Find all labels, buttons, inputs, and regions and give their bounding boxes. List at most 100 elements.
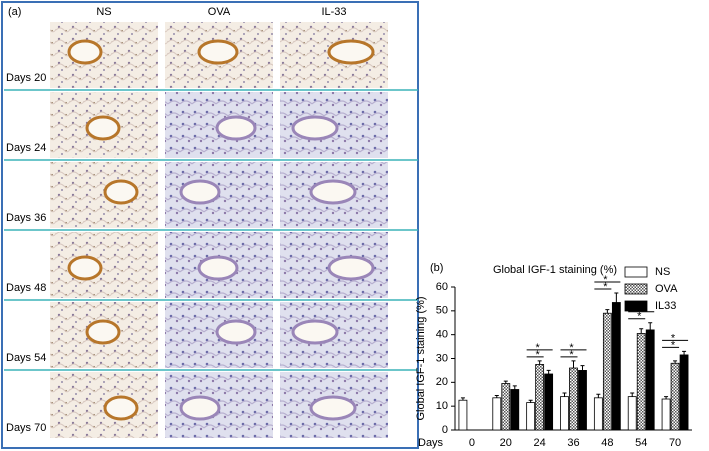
y-tick-label: 40: [436, 329, 448, 341]
y-tick-label: 10: [436, 400, 448, 412]
micrograph: [50, 22, 158, 88]
row-label: Days 48: [6, 282, 46, 294]
airway: [215, 319, 257, 345]
error-bar: [562, 392, 567, 397]
airway: [179, 395, 221, 421]
airway: [291, 319, 339, 345]
bar: [535, 364, 545, 431]
x-tick-label: 20: [500, 437, 512, 449]
bar: [501, 383, 511, 431]
bar: [569, 367, 578, 431]
error-bar: [571, 360, 576, 369]
bar: [670, 362, 680, 431]
significance-star: *: [671, 332, 676, 344]
significance-star: *: [671, 339, 676, 351]
legend-label: OVA: [655, 283, 678, 295]
micrograph: [50, 232, 158, 298]
error-bar: [512, 385, 517, 390]
airway: [85, 319, 121, 345]
significance-star: *: [569, 349, 574, 361]
x-tick-label: 24: [534, 437, 546, 449]
bar: [645, 329, 655, 431]
bar: [593, 397, 603, 431]
significance-star: *: [536, 342, 541, 354]
error-bar: [664, 396, 669, 400]
y-tick-label: 30: [436, 352, 448, 364]
error-bar: [494, 394, 499, 398]
airway: [103, 395, 139, 421]
x-tick-label: 70: [669, 437, 681, 449]
airway: [67, 255, 103, 281]
x-tick-label: 48: [601, 437, 613, 449]
error-bar: [546, 369, 551, 374]
airway: [327, 39, 375, 65]
significance-star: *: [603, 281, 608, 293]
x-tick-label: 54: [635, 437, 647, 449]
bar: [510, 389, 520, 431]
panel-a-label: (a): [8, 6, 21, 18]
legend-swatch: [624, 300, 648, 312]
airway: [103, 179, 139, 205]
significance-star: *: [536, 349, 541, 361]
legend-swatch: [624, 266, 648, 278]
airway: [197, 255, 239, 281]
bar: [661, 398, 671, 431]
bar: [578, 370, 587, 431]
bar: [492, 397, 502, 431]
bar: [611, 302, 621, 431]
bar: [458, 399, 468, 431]
y-tick-label: 50: [436, 305, 448, 317]
column-header: OVA: [208, 6, 231, 18]
y-tick-label: 20: [436, 376, 448, 388]
y-tick-label: 60: [436, 281, 448, 293]
airway: [85, 115, 121, 141]
error-bar: [580, 365, 585, 371]
error-bar: [639, 328, 644, 334]
significance-star: *: [603, 274, 608, 286]
error-bar: [682, 350, 687, 355]
bar: [679, 354, 689, 431]
error-bar: [673, 360, 678, 364]
airway: [309, 179, 357, 205]
row-label: Days 24: [6, 142, 46, 154]
error-bar: [460, 397, 465, 401]
x-axis-label: Days: [418, 437, 444, 449]
error-bar: [503, 380, 508, 384]
row-label: Days 36: [6, 212, 46, 224]
micrographs: NS OVA IL-33 Days 20 Days 24 Days 36 Days 48 Da…: [4, 6, 418, 438]
airway: [309, 395, 357, 421]
panel-b-label: (b): [430, 262, 443, 274]
significance-star: *: [637, 311, 642, 323]
bar: [602, 312, 612, 431]
error-bar: [605, 309, 610, 314]
airway: [179, 179, 221, 205]
error-bar: [537, 360, 542, 365]
error-bar: [596, 393, 601, 398]
x-tick-label: 36: [567, 437, 579, 449]
legend-label: IL33: [655, 300, 676, 312]
row-label: Days 20: [6, 72, 46, 84]
error-bar: [528, 399, 533, 403]
bar: [560, 396, 569, 431]
airway: [291, 115, 339, 141]
legend-label: NS: [655, 266, 670, 278]
bar-chart: (b) Global IGF-1 staining (%) Global IGF-1…: [415, 262, 692, 449]
bar: [526, 402, 536, 431]
bar: [544, 373, 554, 431]
x-tick-label: 0: [469, 437, 475, 449]
y-axis-label: Global IGF-1 staining (%): [415, 296, 427, 420]
row-label: Days 70: [6, 422, 46, 434]
row-label: Days 54: [6, 352, 46, 364]
airway: [327, 255, 375, 281]
legend-swatch: [624, 283, 648, 295]
airway: [197, 39, 239, 65]
airway: [215, 115, 257, 141]
chart-title: Global IGF-1 staining (%): [493, 264, 617, 276]
bar: [627, 396, 637, 431]
column-header: NS: [96, 6, 111, 18]
bar: [636, 333, 646, 431]
y-tick-label: 0: [442, 424, 448, 436]
error-bar: [648, 322, 653, 330]
significance-star: *: [569, 342, 574, 354]
error-bar: [630, 392, 635, 397]
